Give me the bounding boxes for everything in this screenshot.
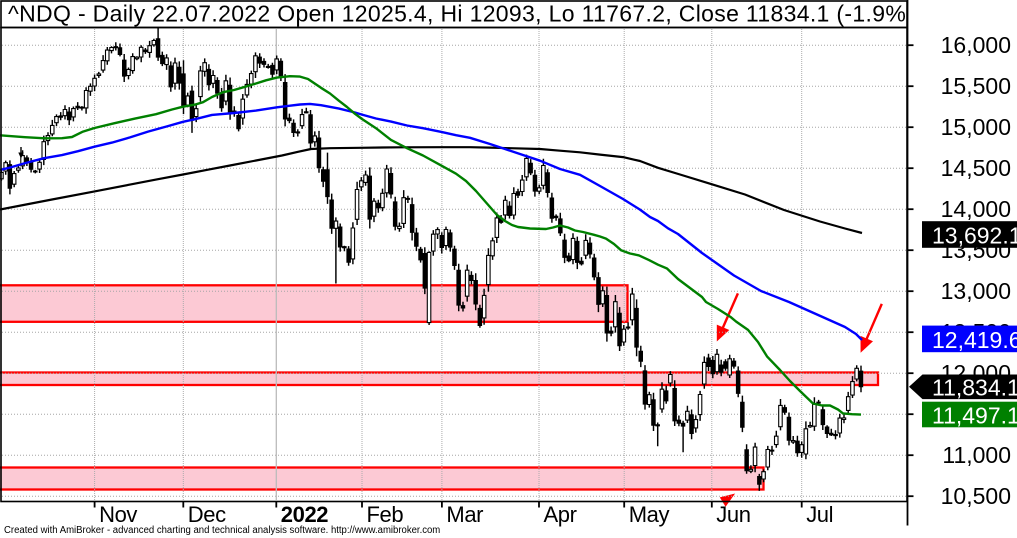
svg-text:10,500: 10,500 — [941, 483, 1011, 509]
svg-text:May: May — [629, 502, 670, 527]
svg-text:13,000: 13,000 — [941, 278, 1011, 304]
svg-text:^NDQ - Daily 22.07.2022 Open 1: ^NDQ - Daily 22.07.2022 Open 12025.4, Hi… — [8, 1, 914, 27]
svg-text:Jun: Jun — [716, 502, 750, 527]
svg-text:12,419.6: 12,419.6 — [932, 327, 1017, 353]
svg-text:Dec: Dec — [188, 502, 226, 527]
svg-text:Nov: Nov — [99, 502, 137, 527]
svg-text:Jul: Jul — [806, 502, 833, 527]
svg-text:Mar: Mar — [446, 502, 483, 527]
svg-text:Created with AmiBroker - advan: Created with AmiBroker - advanced charti… — [4, 525, 440, 536]
svg-text:15,500: 15,500 — [941, 73, 1011, 99]
svg-text:13,692.1: 13,692.1 — [932, 223, 1017, 249]
svg-text:14,000: 14,000 — [941, 196, 1011, 222]
svg-text:11,834.1: 11,834.1 — [932, 375, 1017, 401]
svg-text:11,497.1: 11,497.1 — [932, 402, 1017, 428]
svg-text:2022: 2022 — [281, 502, 329, 527]
svg-text:11,000: 11,000 — [942, 442, 1011, 468]
svg-text:16,000: 16,000 — [941, 32, 1011, 58]
svg-text:15,000: 15,000 — [941, 114, 1011, 140]
svg-text:14,500: 14,500 — [941, 155, 1011, 181]
svg-text:Feb: Feb — [367, 502, 404, 527]
svg-text:Apr: Apr — [544, 502, 577, 527]
